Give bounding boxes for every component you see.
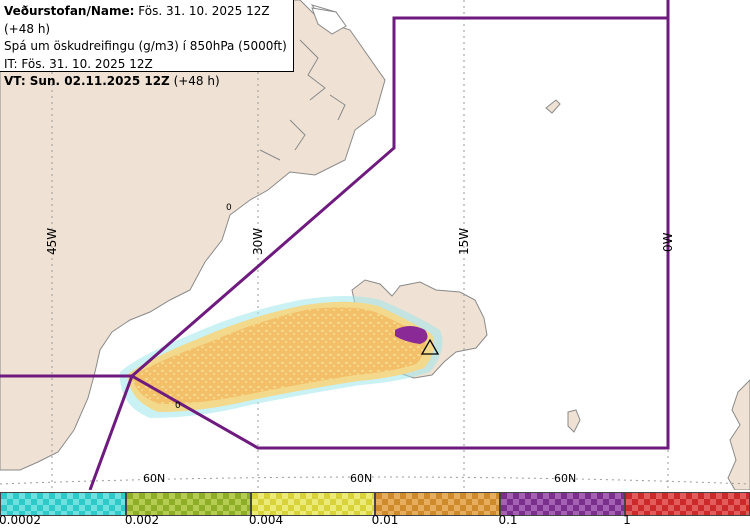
- lat-label: 60N: [143, 472, 165, 485]
- legend-swatch: [251, 492, 375, 516]
- legend-swatch: [375, 492, 500, 516]
- ash-forecast-map: 0 0 45W 30W 15W 0W 60N 60N 60N: [0, 0, 750, 490]
- contour-label: 0: [175, 401, 181, 411]
- fir-boundary: [0, 0, 670, 490]
- lon-label: 0W: [661, 232, 675, 252]
- forecast-info-box: Veðurstofan/Name: Fös. 31. 10. 2025 12Z …: [0, 0, 294, 88]
- info-line-issue-time: IT: Fös. 31. 10. 2025 12Z: [4, 56, 153, 71]
- info-line-product: Spá um öskudreifingu (g/m3) í 850hPa (50…: [4, 39, 287, 53]
- ash-plume: [119, 296, 443, 418]
- legend-swatch: [500, 492, 625, 516]
- legend-swatch: [0, 492, 126, 516]
- volcano-marker-icon: [420, 338, 440, 355]
- info-line-valid-time: VT: Sun. 02.11.2025 12Z (+48 h): [4, 74, 220, 88]
- lon-label: 45W: [45, 228, 59, 255]
- lon-label: 30W: [251, 228, 265, 255]
- legend-tick-label: 0.01: [371, 513, 399, 527]
- lon-label: 15W: [457, 228, 471, 255]
- lat-label: 60N: [554, 472, 576, 485]
- greenland-inner-island: [311, 7, 347, 35]
- legend-tick-label: 0.1: [498, 513, 518, 527]
- legend-swatch: [126, 492, 251, 516]
- concentration-legend: [0, 490, 750, 532]
- lat-label: 60N: [350, 472, 372, 485]
- norway-coast: [727, 379, 750, 490]
- legend-tick-label: 0.004: [248, 513, 284, 527]
- legend-swatch: [625, 492, 750, 516]
- faroe-islands: [567, 409, 581, 433]
- legend-tick-label: 0.0002: [0, 513, 41, 527]
- legend-tick-label: 1: [623, 513, 631, 527]
- jan-mayen-island: [545, 99, 561, 114]
- contour-label: 0: [226, 203, 232, 213]
- greenland-fjords: [259, 4, 346, 161]
- legend-tick-label: 0.002: [124, 513, 160, 527]
- info-line-issuer: Veðurstofan/Name: Fös. 31. 10. 2025 12Z …: [4, 4, 270, 36]
- greenland-landmass: [0, 0, 386, 471]
